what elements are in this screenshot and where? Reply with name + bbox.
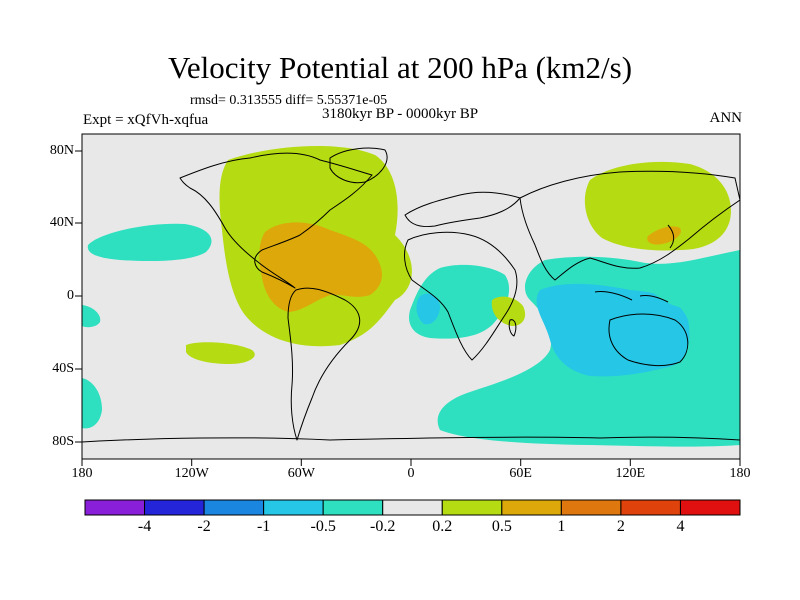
lon-tick-label: 60W [287,466,315,481]
antarctica-coast [82,436,740,443]
europe-coast [404,191,521,228]
australia-coast [608,313,689,367]
colorbar-swatch [322,499,384,516]
asia-coast [519,170,740,281]
colorbar-swatch [263,499,324,516]
east-africa-positive [491,296,526,326]
africa-inner-negative [416,293,440,325]
pacific-negative-region [87,223,212,262]
lat-tick-label: 40N [49,215,74,230]
coastlines [82,147,740,443]
period-subtitle: 3180kyr BP - 0000kyr BP [321,106,479,122]
colorbar-label: -2 [197,518,211,535]
lat-tick-label: 0 [67,288,74,303]
colorbar-swatch [382,499,443,516]
south-pacific-positive [186,342,255,364]
colorbar-label: -4 [137,518,152,535]
africa-coast [404,231,518,361]
colorbar-label: -0.5 [310,518,336,535]
east-asia-positive-region [584,161,731,251]
colorbar-label: -1 [256,518,271,535]
atlantic-strong-region [259,222,382,312]
plot-title: Velocity Potential at 200 hPa (km2/s) [167,50,633,85]
colorbar-swatch [501,499,562,516]
colorbar-swatch [144,499,205,516]
tropical-pacific-negative [640,261,740,320]
colorbar-swatch [441,499,503,516]
japan-coast [667,224,675,249]
north-america-coast [179,152,373,289]
lon-tick-label: 180 [71,466,93,481]
pacific-edge-negative [82,305,101,328]
colorbar-swatch [620,499,681,516]
lon-tick-label: 0 [407,466,415,481]
lat-tick-label: 40S [52,361,74,376]
colorbar-label: -0.2 [370,518,396,535]
colorbar-swatch [560,499,622,516]
lon-tick-label: 120W [174,466,209,481]
colorbar-label: 2 [616,518,625,535]
lat-tick-label: 80N [49,143,74,158]
lon-tick-label: 120E [615,466,646,481]
stats-subtitle: rmsd= 0.313555 diff= 5.55371e-05 [190,93,388,108]
indo-pacific-core-negative [536,283,690,377]
experiment-label: Expt = xQfVh-xqfua [83,112,209,128]
south-edge-negative [82,378,102,429]
colorbar-swatch [84,499,146,516]
south-america-coast [287,287,360,441]
lon-tick-label: 180 [729,466,751,481]
lon-tick-label: 60E [509,466,532,481]
season-label: ANN [709,110,743,126]
colorbar-label: 0.5 [491,518,512,535]
madagascar-coast [508,319,517,337]
axis-ticks [75,150,741,466]
colorbar-swatch [203,499,265,516]
indonesia-coast [594,291,669,303]
colorbar-swatch [679,499,741,516]
greenland-coast [329,147,388,184]
colorbar-label: 0.2 [432,518,453,535]
colorbar-label: 1 [557,518,566,535]
colorbar-label: 4 [676,518,685,535]
lat-tick-label: 80S [52,434,74,449]
